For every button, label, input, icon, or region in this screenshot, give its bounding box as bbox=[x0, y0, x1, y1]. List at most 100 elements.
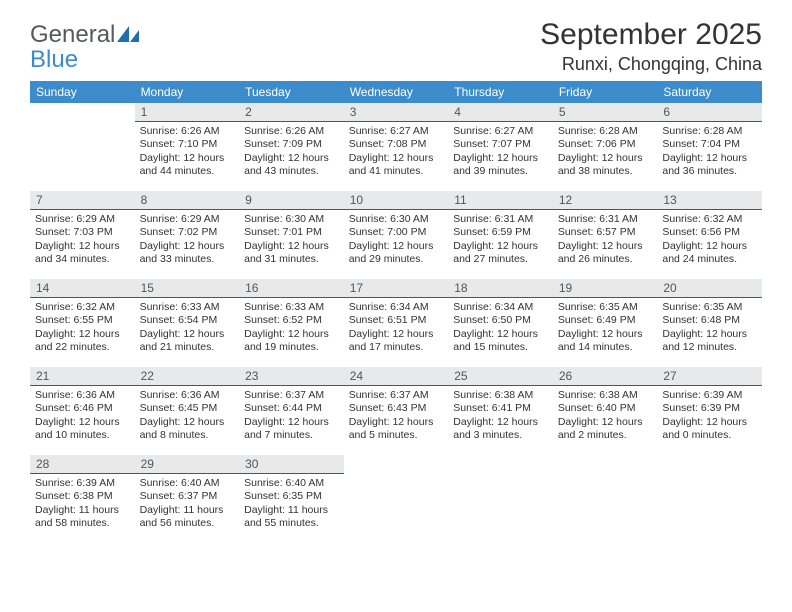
day-info-line: Sunrise: 6:32 AM bbox=[662, 213, 757, 226]
day-content: Sunrise: 6:34 AMSunset: 6:50 PMDaylight:… bbox=[448, 298, 553, 357]
calendar-day-cell: 8Sunrise: 6:29 AMSunset: 7:02 PMDaylight… bbox=[135, 191, 240, 279]
calendar-day-cell: 9Sunrise: 6:30 AMSunset: 7:01 PMDaylight… bbox=[239, 191, 344, 279]
day-info-line: Sunset: 6:57 PM bbox=[558, 226, 653, 239]
calendar-day-cell: 7Sunrise: 6:29 AMSunset: 7:03 PMDaylight… bbox=[30, 191, 135, 279]
calendar-day-cell: 27Sunrise: 6:39 AMSunset: 6:39 PMDayligh… bbox=[657, 367, 762, 455]
day-info-line: Sunrise: 6:27 AM bbox=[453, 125, 548, 138]
calendar-day-cell: 5Sunrise: 6:28 AMSunset: 7:06 PMDaylight… bbox=[553, 103, 658, 191]
day-number: 8 bbox=[135, 191, 240, 210]
day-info-line: Sunset: 6:35 PM bbox=[244, 490, 339, 503]
day-number: 7 bbox=[30, 191, 135, 210]
day-number: 23 bbox=[239, 367, 344, 386]
weekday-header: Thursday bbox=[448, 81, 553, 103]
day-number: 24 bbox=[344, 367, 449, 386]
calendar-day-cell: 21Sunrise: 6:36 AMSunset: 6:46 PMDayligh… bbox=[30, 367, 135, 455]
calendar-week-row: 21Sunrise: 6:36 AMSunset: 6:46 PMDayligh… bbox=[30, 367, 762, 455]
day-info-line: Daylight: 12 hours and 44 minutes. bbox=[140, 152, 235, 179]
day-info-line: Sunrise: 6:33 AM bbox=[244, 301, 339, 314]
day-info-line: Sunset: 6:37 PM bbox=[140, 490, 235, 503]
day-number: 3 bbox=[344, 103, 449, 122]
location: Runxi, Chongqing, China bbox=[540, 54, 762, 75]
day-info-line: Daylight: 12 hours and 39 minutes. bbox=[453, 152, 548, 179]
day-number: 30 bbox=[239, 455, 344, 474]
day-number: 12 bbox=[553, 191, 658, 210]
month-title: September 2025 bbox=[540, 18, 762, 52]
day-info-line: Daylight: 12 hours and 31 minutes. bbox=[244, 240, 339, 267]
day-info-line: Sunset: 7:09 PM bbox=[244, 138, 339, 151]
day-content: Sunrise: 6:35 AMSunset: 6:49 PMDaylight:… bbox=[553, 298, 658, 357]
weekday-header: Tuesday bbox=[239, 81, 344, 103]
weekday-header-row: SundayMondayTuesdayWednesdayThursdayFrid… bbox=[30, 81, 762, 103]
day-info-line: Sunset: 6:48 PM bbox=[662, 314, 757, 327]
day-info-line: Sunrise: 6:29 AM bbox=[140, 213, 235, 226]
day-content: Sunrise: 6:31 AMSunset: 6:57 PMDaylight:… bbox=[553, 210, 658, 269]
day-info-line: Daylight: 11 hours and 55 minutes. bbox=[244, 504, 339, 531]
day-info-line: Daylight: 12 hours and 10 minutes. bbox=[35, 416, 130, 443]
day-content: Sunrise: 6:40 AMSunset: 6:37 PMDaylight:… bbox=[135, 474, 240, 533]
calendar-day-cell: 19Sunrise: 6:35 AMSunset: 6:49 PMDayligh… bbox=[553, 279, 658, 367]
day-info-line: Sunrise: 6:33 AM bbox=[140, 301, 235, 314]
calendar-day-cell: 6Sunrise: 6:28 AMSunset: 7:04 PMDaylight… bbox=[657, 103, 762, 191]
day-number: 20 bbox=[657, 279, 762, 298]
day-info-line: Sunrise: 6:38 AM bbox=[453, 389, 548, 402]
day-info-line: Sunset: 7:07 PM bbox=[453, 138, 548, 151]
day-number: 17 bbox=[344, 279, 449, 298]
day-number: 22 bbox=[135, 367, 240, 386]
calendar-day-cell: 26Sunrise: 6:38 AMSunset: 6:40 PMDayligh… bbox=[553, 367, 658, 455]
day-info-line: Daylight: 12 hours and 34 minutes. bbox=[35, 240, 130, 267]
day-info-line: Daylight: 11 hours and 56 minutes. bbox=[140, 504, 235, 531]
day-info-line: Sunrise: 6:37 AM bbox=[349, 389, 444, 402]
calendar-day-cell bbox=[448, 455, 553, 543]
day-info-line: Sunset: 6:51 PM bbox=[349, 314, 444, 327]
day-info-line: Sunrise: 6:39 AM bbox=[35, 477, 130, 490]
calendar-day-cell: 23Sunrise: 6:37 AMSunset: 6:44 PMDayligh… bbox=[239, 367, 344, 455]
day-content: Sunrise: 6:35 AMSunset: 6:48 PMDaylight:… bbox=[657, 298, 762, 357]
weekday-header: Friday bbox=[553, 81, 658, 103]
day-number: 10 bbox=[344, 191, 449, 210]
day-info-line: Daylight: 12 hours and 19 minutes. bbox=[244, 328, 339, 355]
day-content: Sunrise: 6:37 AMSunset: 6:43 PMDaylight:… bbox=[344, 386, 449, 445]
calendar-day-cell bbox=[553, 455, 658, 543]
day-info-line: Daylight: 12 hours and 17 minutes. bbox=[349, 328, 444, 355]
header: General Blue September 2025 Runxi, Chong… bbox=[30, 18, 762, 75]
calendar-day-cell: 20Sunrise: 6:35 AMSunset: 6:48 PMDayligh… bbox=[657, 279, 762, 367]
day-info-line: Daylight: 12 hours and 21 minutes. bbox=[140, 328, 235, 355]
weekday-header: Monday bbox=[135, 81, 240, 103]
weekday-header: Wednesday bbox=[344, 81, 449, 103]
day-number: 16 bbox=[239, 279, 344, 298]
day-info-line: Sunset: 6:49 PM bbox=[558, 314, 653, 327]
day-info-line: Sunset: 6:52 PM bbox=[244, 314, 339, 327]
calendar-day-cell: 1Sunrise: 6:26 AMSunset: 7:10 PMDaylight… bbox=[135, 103, 240, 191]
calendar-day-cell: 14Sunrise: 6:32 AMSunset: 6:55 PMDayligh… bbox=[30, 279, 135, 367]
calendar-week-row: 7Sunrise: 6:29 AMSunset: 7:03 PMDaylight… bbox=[30, 191, 762, 279]
day-info-line: Daylight: 12 hours and 26 minutes. bbox=[558, 240, 653, 267]
day-info-line: Sunset: 6:40 PM bbox=[558, 402, 653, 415]
day-info-line: Sunset: 7:03 PM bbox=[35, 226, 130, 239]
calendar-body: 1Sunrise: 6:26 AMSunset: 7:10 PMDaylight… bbox=[30, 103, 762, 543]
day-info-line: Sunrise: 6:26 AM bbox=[140, 125, 235, 138]
day-content: Sunrise: 6:27 AMSunset: 7:07 PMDaylight:… bbox=[448, 122, 553, 181]
title-block: September 2025 Runxi, Chongqing, China bbox=[540, 18, 762, 75]
day-content: Sunrise: 6:36 AMSunset: 6:46 PMDaylight:… bbox=[30, 386, 135, 445]
day-info-line: Sunrise: 6:36 AM bbox=[140, 389, 235, 402]
day-content: Sunrise: 6:26 AMSunset: 7:09 PMDaylight:… bbox=[239, 122, 344, 181]
day-content: Sunrise: 6:28 AMSunset: 7:06 PMDaylight:… bbox=[553, 122, 658, 181]
calendar-day-cell: 2Sunrise: 6:26 AMSunset: 7:09 PMDaylight… bbox=[239, 103, 344, 191]
day-info-line: Sunset: 6:41 PM bbox=[453, 402, 548, 415]
day-content: Sunrise: 6:32 AMSunset: 6:55 PMDaylight:… bbox=[30, 298, 135, 357]
day-info-line: Sunrise: 6:35 AM bbox=[558, 301, 653, 314]
day-content: Sunrise: 6:38 AMSunset: 6:40 PMDaylight:… bbox=[553, 386, 658, 445]
day-content: Sunrise: 6:30 AMSunset: 7:00 PMDaylight:… bbox=[344, 210, 449, 269]
day-number: 5 bbox=[553, 103, 658, 122]
day-number: 18 bbox=[448, 279, 553, 298]
day-info-line: Sunrise: 6:37 AM bbox=[244, 389, 339, 402]
calendar-day-cell bbox=[344, 455, 449, 543]
day-info-line: Sunset: 6:50 PM bbox=[453, 314, 548, 327]
day-content: Sunrise: 6:38 AMSunset: 6:41 PMDaylight:… bbox=[448, 386, 553, 445]
calendar-day-cell: 11Sunrise: 6:31 AMSunset: 6:59 PMDayligh… bbox=[448, 191, 553, 279]
day-content: Sunrise: 6:26 AMSunset: 7:10 PMDaylight:… bbox=[135, 122, 240, 181]
calendar-day-cell: 28Sunrise: 6:39 AMSunset: 6:38 PMDayligh… bbox=[30, 455, 135, 543]
calendar-week-row: 14Sunrise: 6:32 AMSunset: 6:55 PMDayligh… bbox=[30, 279, 762, 367]
day-info-line: Sunrise: 6:39 AM bbox=[662, 389, 757, 402]
day-content: Sunrise: 6:31 AMSunset: 6:59 PMDaylight:… bbox=[448, 210, 553, 269]
